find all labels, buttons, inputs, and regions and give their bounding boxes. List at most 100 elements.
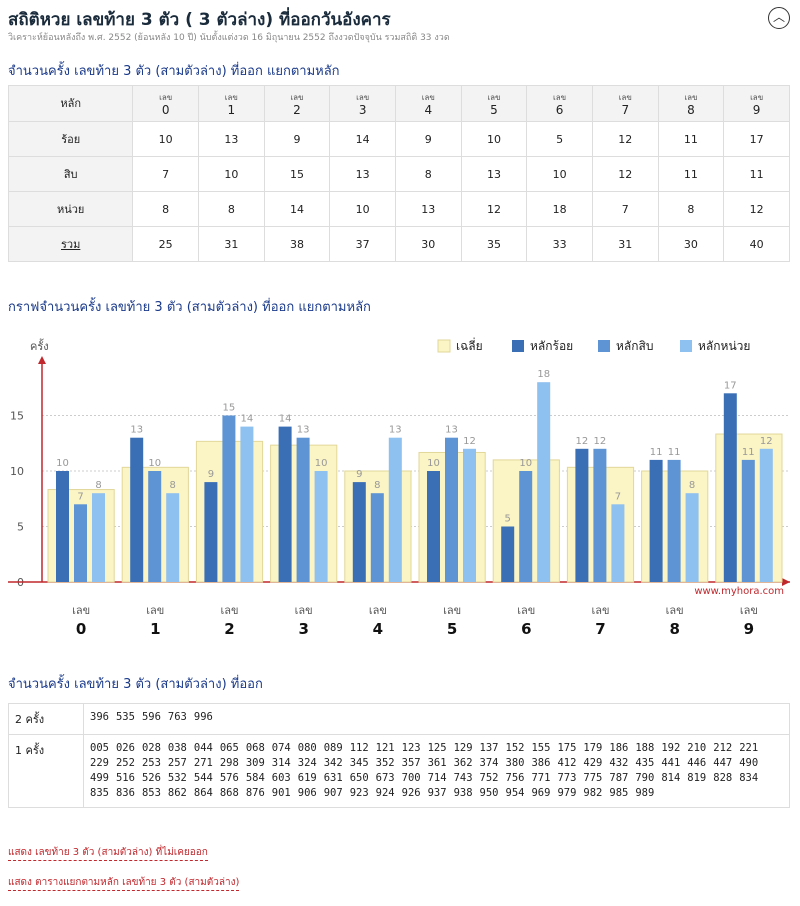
table-cell: 31	[198, 226, 265, 262]
number-item: 028	[141, 742, 161, 754]
y-tick-label: 5	[17, 521, 24, 534]
number-item: 700	[401, 772, 421, 784]
column-digit: 1	[227, 102, 236, 117]
table-cell: 15	[263, 156, 331, 192]
x-tick-label: 3	[298, 620, 308, 638]
data-label: 8	[689, 480, 695, 491]
number-item: 152	[505, 742, 525, 754]
x-tick-label: 1	[150, 620, 160, 638]
number-item: 954	[505, 787, 525, 799]
bar-tens	[445, 437, 458, 582]
bar-units	[463, 448, 476, 582]
data-label: 14	[279, 414, 292, 425]
number-item: 210	[687, 742, 707, 754]
column-prefix: เลข	[684, 92, 698, 102]
number-item: 926	[401, 787, 421, 799]
number-item: 923	[349, 787, 369, 799]
number-item: 901	[271, 787, 291, 799]
row-label[interactable]: รวม	[7, 226, 134, 262]
legend-label: หลักสิบ	[616, 339, 653, 353]
data-label: 13	[445, 425, 458, 436]
number-item: 068	[245, 742, 265, 754]
column-prefix: เลข	[356, 92, 370, 102]
column-digit: 8	[687, 102, 695, 117]
y-tick-label: 10	[10, 465, 24, 478]
x-tick-prefix: เลข	[295, 604, 313, 617]
y-axis-label: ครั้ง	[30, 338, 49, 353]
column-header-0: เลข 0	[132, 85, 199, 122]
data-label: 13	[389, 425, 402, 436]
number-item: 125	[427, 742, 447, 754]
table-cell: 13	[198, 121, 265, 157]
number-item: 535	[115, 711, 135, 723]
x-tick-prefix: เลข	[517, 604, 535, 617]
row-label: สิบ	[7, 156, 134, 192]
table-cell: 10	[460, 121, 528, 157]
show-never-drawn-link[interactable]: แสดง เลขท้าย 3 ตัว (สามตัวล่าง) ที่ไม่เค…	[8, 845, 208, 861]
data-label: 9	[356, 469, 362, 480]
legend-label: หลักหน่วย	[698, 339, 750, 353]
number-item: 271	[193, 757, 213, 769]
column-digit: 9	[752, 102, 761, 117]
number-item: 979	[557, 787, 577, 799]
table-cell: 7	[132, 156, 199, 192]
table-cell: 12	[591, 156, 659, 192]
y-tick-label: 15	[10, 410, 24, 423]
table-row: หน่วย 8 8 14 10 13 12 18 7 8 12	[7, 191, 790, 227]
page-title: สถิติหวย เลขท้าย 3 ตัว ( 3 ตัวล่าง) ที่อ…	[8, 10, 391, 30]
column-header-9: เลข 9	[723, 85, 790, 122]
number-item: 787	[609, 772, 629, 784]
number-item: 074	[271, 742, 291, 754]
number-item: 853	[141, 787, 161, 799]
table-cell: 9	[394, 121, 462, 157]
number-item: 229	[90, 757, 109, 769]
number-item: 357	[401, 757, 421, 769]
data-label: 10	[519, 458, 532, 469]
number-item: 619	[297, 772, 317, 784]
table-cell: 12	[591, 121, 659, 157]
bar-units	[92, 493, 105, 582]
number-item: 080	[297, 742, 317, 754]
x-axis-arrow	[782, 578, 790, 586]
bar-units	[611, 504, 625, 582]
number-item: 155	[531, 742, 551, 754]
number-item: 298	[219, 757, 239, 769]
data-label: 10	[315, 458, 328, 469]
table-cell: 14	[329, 121, 396, 157]
x-tick-prefix: เลข	[72, 604, 90, 617]
list-row: 2 ครั้ง 396 535 596 763 996	[8, 703, 790, 735]
number-item: 819	[687, 772, 707, 784]
number-item: 862	[167, 787, 187, 799]
column-digit: 2	[293, 102, 301, 117]
data-label: 12	[463, 436, 476, 447]
table-cell: 12	[723, 191, 790, 227]
bar-units	[759, 448, 773, 582]
bar-tens	[296, 437, 310, 582]
number-item: 773	[557, 772, 577, 784]
page-subtitle: วิเคราะห์ย้อนหลังถึง พ.ศ. 2552 (ย้อนหลัง…	[8, 33, 450, 43]
number-item: 756	[505, 772, 525, 784]
number-item: 834	[739, 772, 759, 784]
number-item: 924	[375, 787, 395, 799]
data-label: 8	[374, 480, 380, 491]
bar-units	[314, 471, 328, 582]
column-header-3: เลข 3	[329, 85, 396, 122]
number-list: 005 026 028 038 044 065 068 074 080 089 112 121 123 1…	[83, 734, 790, 808]
table-cell: 8	[657, 191, 725, 227]
table-cell: 7	[591, 191, 659, 227]
corner-label: หลัก	[7, 85, 134, 122]
table-cell: 9	[263, 121, 331, 157]
x-tick-prefix: เลข	[146, 604, 164, 617]
number-item: 253	[141, 757, 161, 769]
data-label: 5	[505, 514, 511, 525]
chart-heading: กราฟจำนวนครั้ง เลขท้าย 3 ตัว (สามตัวล่าง…	[8, 300, 371, 315]
collapse-button[interactable]: ︿	[768, 7, 790, 29]
legend-swatch	[680, 340, 692, 352]
number-item: 673	[375, 772, 395, 784]
number-item: 969	[531, 787, 551, 799]
bar-tens	[222, 415, 236, 582]
number-item: 650	[349, 772, 369, 784]
number-item: 996	[193, 711, 213, 723]
table-cell: 13	[394, 191, 462, 227]
show-by-position-link[interactable]: แสดง ตารางแยกตามหลัก เลขท้าย 3 ตัว (สามต…	[8, 875, 240, 891]
